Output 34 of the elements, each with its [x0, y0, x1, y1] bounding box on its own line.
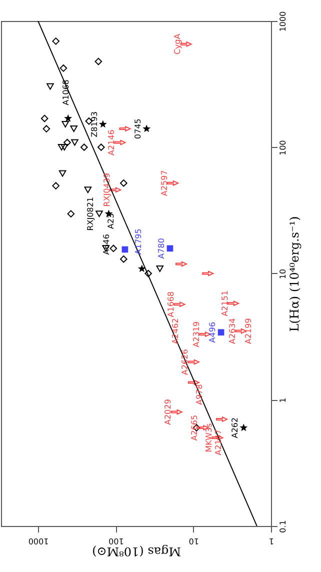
x-tick-label: 1: [268, 536, 274, 546]
y-tick-label: 0.1: [278, 520, 288, 533]
y-tick-label: 100: [278, 140, 288, 156]
annotation: A262: [230, 417, 240, 438]
annotation: 0745: [134, 118, 143, 139]
x-tick-label: 10: [188, 536, 199, 546]
annotation: A2319: [192, 321, 201, 348]
x-tick-label: 1000: [28, 536, 49, 546]
annotation: A2199: [244, 318, 253, 344]
annotation: A1068: [61, 79, 70, 106]
y-tick-label: 10: [278, 268, 288, 280]
y-tick-label: 1: [278, 398, 288, 403]
annotation: A496: [208, 322, 218, 343]
annotation: A2597: [160, 170, 169, 196]
annotation: A2029: [164, 399, 173, 425]
annotation: RXJ0439: [102, 172, 112, 207]
annotation: CygA: [173, 33, 182, 55]
annotation: Z8193: [90, 111, 99, 138]
annotation: A2665: [190, 414, 200, 441]
annotation: MKW3s: [204, 423, 214, 452]
annotation: A2462: [170, 318, 180, 344]
annotation: A780: [156, 238, 166, 259]
y-tick-label: 1000: [278, 11, 288, 32]
y-axis-title: L(Hα) (10⁴⁰erg.s⁻¹): [288, 216, 302, 332]
annotation: A1795: [134, 228, 144, 254]
annotation: A2634: [228, 318, 237, 344]
x-axis-title: Mgas (10⁸M⊙): [92, 544, 181, 558]
x-tick-label: 100: [108, 536, 124, 546]
annotation: RXJ0821: [86, 196, 96, 231]
annotation: A978: [195, 384, 204, 405]
annotation: A2146: [107, 130, 116, 156]
annotation: A1668: [166, 291, 176, 318]
annotation: A2626: [180, 349, 190, 375]
annotation: A2151: [220, 290, 230, 316]
